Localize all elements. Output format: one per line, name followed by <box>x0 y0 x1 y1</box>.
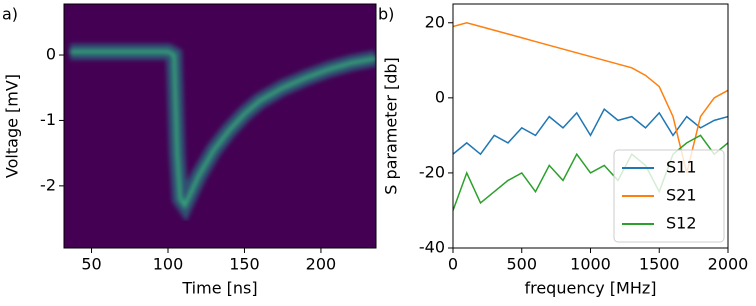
trace <box>70 49 376 210</box>
y-tick-label: 0 <box>46 45 56 64</box>
x-tick-label: 500 <box>506 255 537 274</box>
x-tick-label: 1000 <box>570 255 611 274</box>
y-axis-label: Voltage [mV] <box>3 74 22 178</box>
series-line <box>453 107 728 156</box>
y-axis-label: S parameter [db] <box>382 57 401 195</box>
axes-frame <box>63 3 377 249</box>
legend-label: S21 <box>666 186 697 205</box>
y-tick-label: -40 <box>419 238 445 257</box>
x-tick-label: 150 <box>229 255 260 274</box>
x-tick-label: 0 <box>448 255 458 274</box>
series-line <box>453 134 728 211</box>
legend-label: S12 <box>666 214 697 233</box>
y-tick-label: -1 <box>40 110 56 129</box>
x-axis-label: frequency [MHz] <box>524 279 656 298</box>
legend-box <box>613 149 725 243</box>
y-tick-label: -20 <box>419 162 445 181</box>
x-tick-label: 1500 <box>639 255 680 274</box>
x-tick-label: 2000 <box>708 255 749 274</box>
x-tick-label: 100 <box>153 255 184 274</box>
legend-label: S11 <box>666 158 697 177</box>
y-tick-label: 20 <box>425 12 445 31</box>
y-tick-label: -2 <box>40 175 56 194</box>
x-tick-label: 200 <box>306 255 337 274</box>
x-tick-label: 50 <box>81 255 101 274</box>
y-tick-label: 0 <box>435 87 445 106</box>
x-axis-label: Time [ns] <box>181 279 257 298</box>
heatmap-background <box>64 4 376 248</box>
plot-area <box>64 4 376 248</box>
panel-label: b) <box>378 5 394 24</box>
panel-label: a) <box>2 5 18 24</box>
